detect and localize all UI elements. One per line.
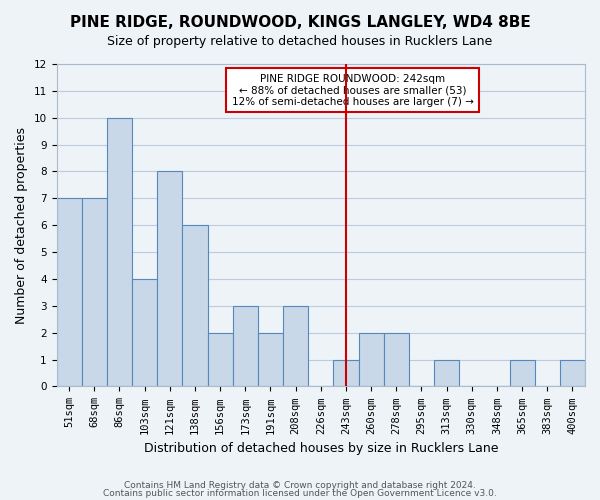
Bar [258,332,283,386]
Bar [509,360,535,386]
X-axis label: Distribution of detached houses by size in Rucklers Lane: Distribution of detached houses by size … [143,442,498,455]
Text: Contains HM Land Registry data © Crown copyright and database right 2024.: Contains HM Land Registry data © Crown c… [124,481,476,490]
Bar [182,225,208,386]
Text: PINE RIDGE, ROUNDWOOD, KINGS LANGLEY, WD4 8BE: PINE RIDGE, ROUNDWOOD, KINGS LANGLEY, WD… [70,15,530,30]
Bar [359,332,383,386]
Bar [383,332,409,386]
Bar [208,332,233,386]
Bar [283,306,308,386]
Bar [334,360,359,386]
Text: Size of property relative to detached houses in Rucklers Lane: Size of property relative to detached ho… [107,35,493,48]
Text: PINE RIDGE ROUNDWOOD: 242sqm
← 88% of detached houses are smaller (53)
12% of se: PINE RIDGE ROUNDWOOD: 242sqm ← 88% of de… [232,74,473,107]
Bar [434,360,459,386]
Bar [560,360,585,386]
Bar [233,306,258,386]
Bar [157,172,182,386]
Bar [107,118,132,386]
Y-axis label: Number of detached properties: Number of detached properties [15,126,28,324]
Bar [132,279,157,386]
Bar [56,198,82,386]
Bar [82,198,107,386]
Text: Contains public sector information licensed under the Open Government Licence v3: Contains public sector information licen… [103,488,497,498]
